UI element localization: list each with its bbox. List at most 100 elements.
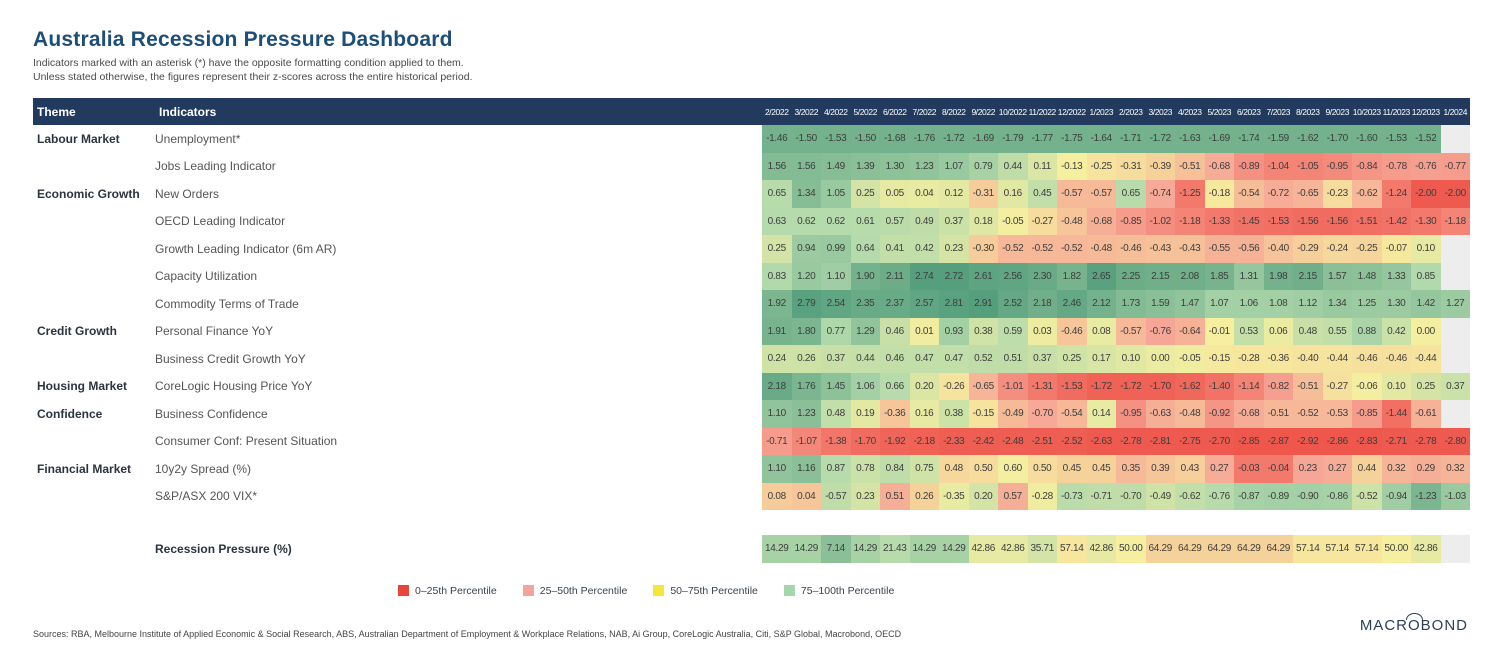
heatmap-cell: -1.04 [1263,152,1293,180]
heatmap-cell: 2.65 [1086,262,1116,290]
summary-label: Recession Pressure (%) [155,541,292,556]
heatmap-cell: -0.86 [1322,482,1352,510]
heatmap-cell: -0.61 [1411,400,1441,428]
indicator-label: Capacity Utilization [155,269,258,284]
indicator-label: Unemployment* [155,131,241,146]
theme-label: Confidence [37,406,103,421]
indicators-column-header: Indicators [159,104,217,119]
heatmap-cell: -0.23 [1322,180,1352,208]
heatmap-cell: -0.52 [1293,400,1323,428]
heatmap-cell: -0.52 [1352,482,1382,510]
heatmap-cell: 1.06 [850,372,880,400]
heatmap-cell: 2.18 [762,372,792,400]
heatmap-cell: 0.55 [1322,317,1352,345]
table-row: S&P/ASX 200 VIX* 0.08 0.04 -0.57 0.23 0.51 0.2… [33,482,1470,510]
summary-theme-spacer [33,535,155,563]
heatmap-cell: -0.26 [939,372,969,400]
heatmap-cell: 1.31 [1234,262,1264,290]
legend-swatch [398,585,409,596]
heatmap-cell: -0.89 [1234,152,1264,180]
heatmap-cell: -0.30 [968,235,998,263]
column-header: 8/2023 [1295,106,1320,117]
heatmap-cell: -0.51 [1263,400,1293,428]
sources-text: Sources: RBA, Melbourne Institute of App… [33,629,902,639]
heatmap-cell: 0.37 [1027,345,1057,373]
heatmap-cell: -1.92 [880,427,910,455]
heatmap-cell: -0.36 [880,400,910,428]
table-body: Labour Market Unemployment* -1.46 -1.50 -1.5… [33,125,1470,510]
heatmap-cell: 0.63 [762,207,792,235]
column-header: 7/2023 [1266,106,1291,117]
summary-cell: 42.86 [968,535,998,563]
subtitle-line-2: Unless stated otherwise, the figures rep… [33,70,473,83]
theme-label [33,345,155,373]
heatmap-cell: -1.70 [1145,372,1175,400]
heatmap-cell: -0.52 [1057,235,1087,263]
heatmap-cell: 0.23 [850,482,880,510]
heatmap-cell: 0.16 [998,180,1028,208]
heatmap-cell: 0.45 [1086,455,1116,483]
heatmap-cell: 1.27 [1440,290,1470,318]
heatmap-cell: -1.01 [998,372,1028,400]
heatmap-cell: 2.61 [968,262,998,290]
heatmap-cell: -0.85 [1352,400,1382,428]
heatmap-cell: -1.74 [1234,125,1264,153]
heatmap-cell: -0.15 [1204,345,1234,373]
summary-cell: 14.29 [939,535,969,563]
heatmap-cell: 1.56 [762,152,792,180]
heatmap-cell: 0.27 [1204,455,1234,483]
heatmap-cell: -0.64 [1175,317,1205,345]
summary-row: Recession Pressure (%) 14.29 14.29 7.14 14.… [33,535,1470,563]
heatmap-cell: -2.48 [998,427,1028,455]
summary-cell: 21.43 [880,535,910,563]
heatmap-cell: 0.77 [821,317,851,345]
heatmap-cell: -0.13 [1057,152,1087,180]
heatmap-cell: 0.00 [1145,345,1175,373]
heatmap-cell: -1.53 [1381,125,1411,153]
heatmap-cell: -0.40 [1263,235,1293,263]
heatmap-cell: -1.62 [1175,372,1205,400]
heatmap-cell: 2.15 [1145,262,1175,290]
heatmap-cell: 1.76 [791,372,821,400]
heatmap-cell: 2.56 [998,262,1028,290]
heatmap-cell: -0.54 [1057,400,1087,428]
heatmap-cell: -0.94 [1381,482,1411,510]
heatmap-cell: 1.57 [1322,262,1352,290]
column-header: 10/2023 [1352,106,1381,117]
indicator-label: 10y2y Spread (%) [155,461,252,476]
column-header: 12/2023 [1411,106,1440,117]
heatmap-cell: -1.02 [1145,207,1175,235]
heatmap-cell: 0.25 [850,180,880,208]
heatmap-cell: 1.10 [762,400,792,428]
heatmap-cell: 2.79 [791,290,821,318]
heatmap-cell: 2.18 [1027,290,1057,318]
heatmap-cell: 2.91 [968,290,998,318]
heatmap-cell: -0.53 [1322,400,1352,428]
heatmap-cell: -2.00 [1440,180,1470,208]
summary-cell: 57.14 [1057,535,1087,563]
heatmap-cell: 0.35 [1116,455,1146,483]
heatmap-cell: -2.52 [1057,427,1087,455]
theme-column-header: Theme [37,104,76,119]
heatmap-cell: -1.14 [1234,372,1264,400]
heatmap-cell: -0.43 [1175,235,1205,263]
column-header: 9/2023 [1325,106,1350,117]
heatmap-cell: 0.23 [939,235,969,263]
heatmap-cell: 1.08 [1263,290,1293,318]
column-header: 9/2022 [971,106,996,117]
heatmap-cell: 0.53 [1234,317,1264,345]
table-row: Commodity Terms of Trade 1.92 2.79 2.54 2.35… [33,290,1470,318]
heatmap-cell: 1.06 [1234,290,1264,318]
heatmap-cell: 0.06 [1263,317,1293,345]
heatmap-cell: 2.57 [909,290,939,318]
heatmap-cell: 0.20 [909,372,939,400]
heatmap-cell: 0.17 [1086,345,1116,373]
heatmap-cell: -1.03 [1440,482,1470,510]
heatmap-cell: -1.56 [1322,207,1352,235]
heatmap-cell: 0.51 [880,482,910,510]
heatmap-cell: 0.62 [791,207,821,235]
heatmap-cell: -0.57 [1116,317,1146,345]
heatmap-cell: 1.12 [1293,290,1323,318]
summary-cell: 14.29 [762,535,792,563]
heatmap-cell: -1.23 [1411,482,1441,510]
